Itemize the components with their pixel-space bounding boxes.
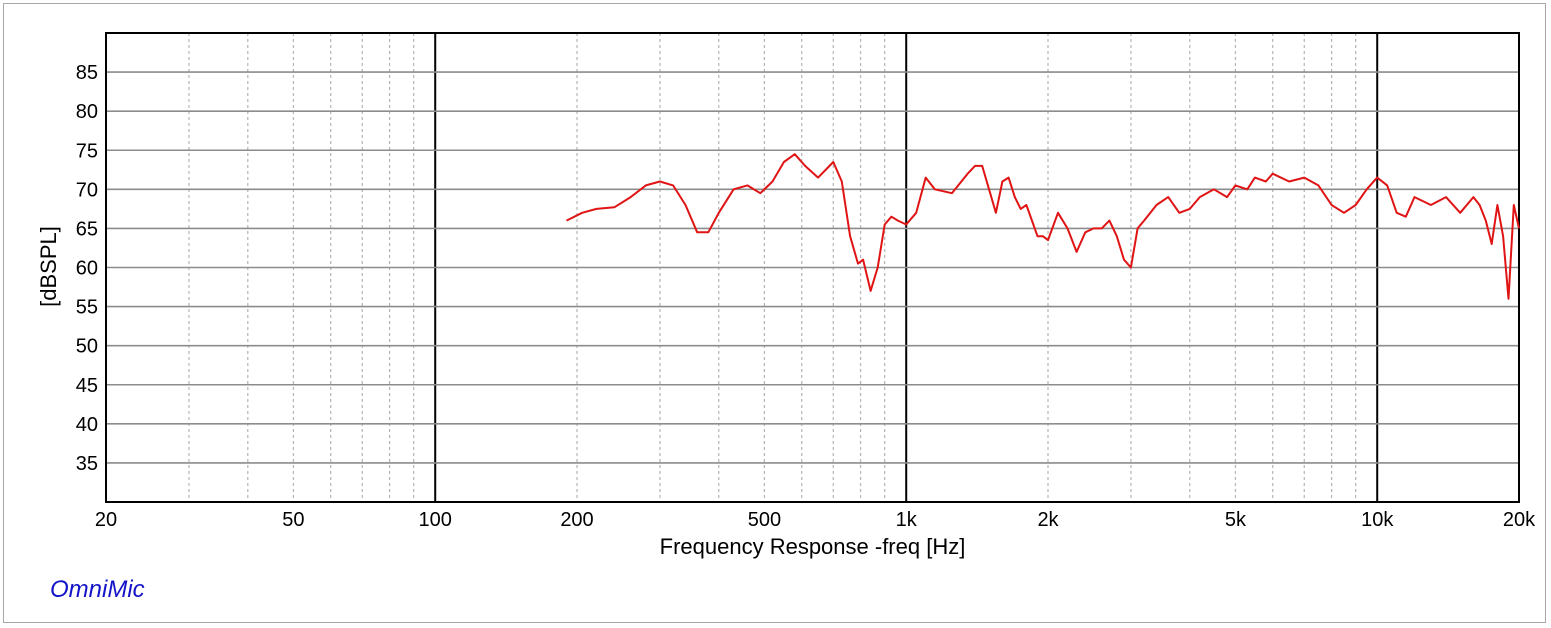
y-tick-label: 85	[76, 62, 98, 84]
x-tick-label: 2k	[1037, 509, 1059, 531]
y-tick-label: 45	[76, 375, 98, 397]
x-tick-label: 20k	[1503, 509, 1536, 531]
x-tick-label: 20	[95, 509, 117, 531]
y-tick-label: 70	[76, 179, 98, 201]
x-tick-label: 50	[282, 509, 304, 531]
y-tick-label: 60	[76, 258, 98, 280]
plot-border	[105, 32, 1520, 503]
y-tick-label: 50	[76, 336, 98, 358]
frequency-response-line	[566, 153, 1520, 300]
y-tick-label: 40	[76, 414, 98, 436]
y-tick-label: 75	[76, 140, 98, 162]
x-axis-label: Frequency Response -freq [Hz]	[660, 534, 966, 559]
y-tick-label: 80	[76, 101, 98, 123]
y-tick-label: 65	[76, 218, 98, 240]
x-tick-label: 10k	[1361, 509, 1394, 531]
y-axis-label: [dBSPL]	[36, 226, 61, 307]
brand-label: OmniMic	[50, 576, 145, 603]
x-tick-label: 100	[419, 509, 452, 531]
x-tick-label: 5k	[1225, 509, 1247, 531]
x-tick-label: 200	[560, 509, 593, 531]
x-tick-label: 1k	[896, 509, 918, 531]
y-tick-label: 35	[76, 453, 98, 475]
y-tick-label: 55	[76, 297, 98, 319]
x-tick-label: 500	[748, 509, 781, 531]
